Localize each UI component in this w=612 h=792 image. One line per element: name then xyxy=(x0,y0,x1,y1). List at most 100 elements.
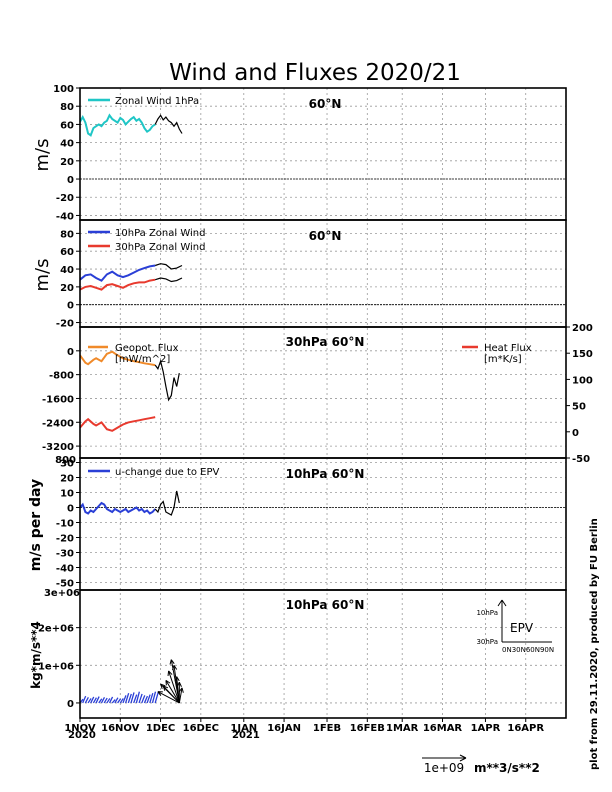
year-label-2021: 2021 xyxy=(232,730,260,741)
series-line xyxy=(79,113,156,137)
epv-vector-blue xyxy=(135,691,141,704)
epv-vector-blue xyxy=(103,697,108,704)
x-tick-label: 16MAR xyxy=(423,723,463,734)
x-tick-label: 16FEB xyxy=(350,723,385,734)
series-line xyxy=(154,490,180,516)
panel-frame-p5 xyxy=(79,589,567,719)
epv-vector-blue xyxy=(151,691,157,704)
x-tick-label: 1APR xyxy=(471,723,501,734)
panel5-location: 10hPa 60°N xyxy=(286,598,365,612)
epv-vector-blue xyxy=(87,698,92,704)
epv-vector-blue xyxy=(143,695,149,704)
epv-vector-head xyxy=(176,682,182,687)
series-line xyxy=(79,501,156,515)
y-tick-label: 60 xyxy=(60,247,74,258)
x-tick-label: 16APR xyxy=(507,723,544,734)
epv-vector xyxy=(165,680,180,704)
legend-label-uchange: u-change due to EPV xyxy=(115,467,220,478)
y-tick-label: 20 xyxy=(60,283,74,294)
y-tick-label: -40 xyxy=(56,564,74,575)
legend-label-geopot-unit: [mW/m^2] xyxy=(115,354,170,365)
epv-inset-arrow-icon xyxy=(497,599,507,607)
y-tick-label: 0 xyxy=(67,301,74,312)
x-tick-label: 1JAN xyxy=(230,723,257,734)
epv-vector-blue xyxy=(95,696,100,704)
epv-vector-blue xyxy=(90,696,95,704)
epv-inset: 10hPa 30hPa EPV 0N30N60N90N xyxy=(476,599,554,654)
y-tick-label: -10 xyxy=(56,519,74,530)
y-tick-label: -20 xyxy=(56,319,74,330)
y-tick-label-right: 100 xyxy=(572,375,593,386)
y-tick-label: 20 xyxy=(60,474,74,485)
panel1-ylabel: m/s xyxy=(32,139,53,172)
y-tick-label: 0 xyxy=(67,699,74,710)
y-tick-label: 30 xyxy=(60,459,74,470)
epv-vector xyxy=(162,685,180,704)
y-tick-label-right: 0 xyxy=(572,428,579,439)
legend-label-geopot: Geopot. Flux xyxy=(115,343,179,354)
panel2-ylabel: m/s xyxy=(32,259,53,292)
epv-inset-tick-30hpa: 30hPa xyxy=(476,638,498,646)
epv-vector-head xyxy=(174,676,180,682)
epv-vector-blue xyxy=(111,699,116,704)
epv-vector-blue xyxy=(84,696,89,704)
y-tick-label: -1600 xyxy=(42,394,74,405)
y-tick-label: 40 xyxy=(60,139,74,150)
epv-vector-blue xyxy=(100,696,106,704)
series-line xyxy=(79,416,156,432)
x-tick-label: 16JAN xyxy=(267,723,301,734)
y-tick-label: 0 xyxy=(67,175,74,186)
epv-vector-head xyxy=(160,683,166,689)
panel3-location: 30hPa 60°N xyxy=(286,335,365,349)
y-tick-label: 80 xyxy=(60,102,74,113)
y-tick-label: 10 xyxy=(60,489,74,500)
panel4-location: 10hPa 60°N xyxy=(286,467,365,481)
y-tick-label: -800 xyxy=(49,371,74,382)
y-tick-label: 80 xyxy=(60,229,74,240)
y-tick-label: -2400 xyxy=(42,418,74,429)
y-tick-label-right: 50 xyxy=(572,402,586,413)
y-tick-label-right: 150 xyxy=(572,349,593,360)
series-line xyxy=(154,114,183,134)
credit-text: plot from 29.11.2020, produced by FU Ber… xyxy=(589,518,600,770)
epv-vector-head xyxy=(178,687,184,693)
panel5-top-label: 3e+06 xyxy=(44,588,80,599)
series-line xyxy=(79,350,156,367)
chart-title: Wind and Fluxes 2020/21 xyxy=(169,60,461,86)
x-tick-label: 1FEB xyxy=(313,723,341,734)
y-tick-label: 0 xyxy=(67,504,74,515)
epv-inset-tick-10hpa: 10hPa xyxy=(476,609,498,617)
x-tick-label: 1NOV xyxy=(64,723,96,734)
epv-vector-head xyxy=(167,670,173,676)
epv-vector-blue xyxy=(146,694,151,704)
epv-vector-blue xyxy=(138,693,143,704)
y-tick-label: -20 xyxy=(56,193,74,204)
series-line xyxy=(79,264,156,282)
legend-label-heat: Heat Flux xyxy=(484,343,532,354)
epv-vector-blue xyxy=(154,692,159,704)
epv-vector-blue xyxy=(108,696,114,704)
epv-vector-blue xyxy=(92,697,97,704)
epv-vector-head xyxy=(157,691,163,696)
epv-vector-head xyxy=(169,659,175,665)
y-tick-label: 0 xyxy=(67,347,74,358)
epv-vector-blue xyxy=(98,698,103,704)
panel4-ylabel: m/s per day xyxy=(28,479,44,571)
y-tick-label: 40 xyxy=(60,265,74,276)
x-tick-label: 1MAR xyxy=(386,723,419,734)
legend-label-zonal-1hpa: Zonal Wind 1hPa xyxy=(115,96,199,107)
legend-label-30hpa: 30hPa Zonal Wind xyxy=(115,242,205,253)
scale-label: 1e+09 xyxy=(424,761,464,775)
legend-label-10hpa: 10hPa Zonal Wind xyxy=(115,228,205,239)
scale-vector-arrowhead-icon xyxy=(459,754,467,762)
y-tick-label: 100 xyxy=(53,84,74,95)
epv-vector xyxy=(157,691,180,704)
y-tick-label: -20 xyxy=(56,534,74,545)
epv-vector-blue xyxy=(130,692,135,704)
epv-vector-head xyxy=(162,685,169,691)
x-tick-label: 16DEC xyxy=(183,723,219,734)
epv-vector-blue xyxy=(119,698,124,704)
panel1-location: 60°N xyxy=(309,97,342,111)
series-line xyxy=(79,278,156,291)
